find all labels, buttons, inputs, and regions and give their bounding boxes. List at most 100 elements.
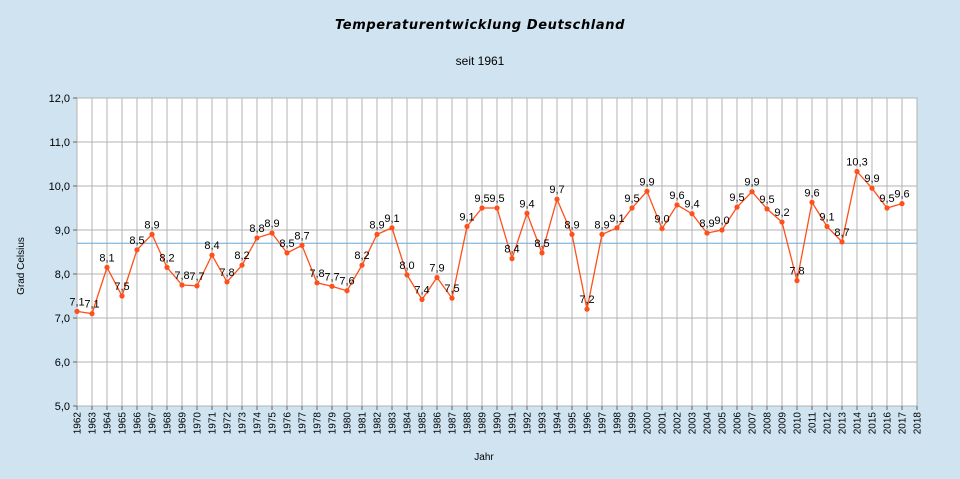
x-tick-label: 1987 bbox=[448, 412, 459, 435]
data-label: 9,5 bbox=[474, 193, 489, 205]
x-tick-label: 1972 bbox=[223, 412, 234, 435]
data-point bbox=[419, 296, 425, 303]
data-label: 9,5 bbox=[879, 193, 894, 205]
data-label: 10,3 bbox=[846, 156, 867, 168]
data-label: 9,0 bbox=[654, 214, 669, 226]
data-label: 8,5 bbox=[129, 235, 144, 247]
y-axis-title: Grad Celsius bbox=[16, 237, 27, 295]
data-point bbox=[899, 201, 905, 207]
x-axis: 1962 1963 1964 1965 1966 1967 1968 1969 1970 1971… bbox=[73, 406, 924, 434]
data-label: 7,8 bbox=[309, 268, 324, 280]
data-point bbox=[494, 205, 500, 211]
data-point bbox=[734, 204, 740, 210]
data-label: 7,1 bbox=[69, 296, 84, 308]
data-point bbox=[374, 231, 380, 237]
data-label: 8,2 bbox=[354, 250, 369, 262]
data-label: 7,4 bbox=[414, 285, 429, 297]
data-point bbox=[89, 311, 95, 317]
chart-subtitle: seit 1961 bbox=[455, 54, 505, 68]
x-tick-label: 1993 bbox=[538, 412, 549, 435]
x-tick-label: 1986 bbox=[433, 412, 444, 435]
data-label: 8,7 bbox=[834, 227, 849, 239]
x-tick-label: 1982 bbox=[373, 412, 384, 435]
data-label: 7,5 bbox=[444, 283, 459, 295]
x-tick-label: 1974 bbox=[253, 412, 264, 435]
data-point bbox=[704, 230, 710, 236]
data-point bbox=[524, 210, 530, 216]
data-point bbox=[359, 262, 365, 268]
x-tick-label: 2008 bbox=[763, 412, 774, 435]
data-point bbox=[404, 272, 410, 278]
data-point bbox=[749, 189, 755, 195]
x-tick-label: 1978 bbox=[313, 412, 324, 435]
data-point bbox=[779, 219, 785, 225]
data-label: 9,5 bbox=[729, 192, 744, 204]
data-point bbox=[644, 188, 650, 194]
data-label: 9,4 bbox=[519, 198, 534, 210]
data-point bbox=[764, 206, 770, 212]
data-label: 8,4 bbox=[204, 240, 219, 252]
data-point bbox=[344, 288, 350, 294]
x-tick-label: 1984 bbox=[403, 412, 414, 435]
data-label: 9,9 bbox=[639, 176, 654, 188]
x-tick-label: 2006 bbox=[733, 412, 744, 435]
data-label: 9,2 bbox=[774, 207, 789, 219]
data-points bbox=[74, 168, 905, 317]
data-point bbox=[209, 252, 215, 258]
y-tick-label: 12,0 bbox=[49, 93, 70, 105]
data-point bbox=[164, 264, 170, 270]
data-point bbox=[719, 227, 725, 233]
x-tick-label: 2010 bbox=[793, 412, 804, 435]
y-tick-label: 5,0 bbox=[55, 401, 70, 413]
x-tick-label: 1976 bbox=[283, 412, 294, 435]
data-point bbox=[614, 225, 620, 231]
x-tick-label: 2007 bbox=[748, 412, 759, 435]
data-label: 9,6 bbox=[804, 187, 819, 199]
data-point bbox=[809, 199, 815, 205]
data-label: 8,2 bbox=[234, 250, 249, 262]
x-tick-label: 1996 bbox=[583, 412, 594, 435]
data-point bbox=[74, 308, 80, 314]
x-tick-label: 1983 bbox=[388, 412, 399, 435]
data-label: 8,2 bbox=[159, 252, 174, 264]
data-label: 9,4 bbox=[684, 199, 699, 211]
data-label: 8,1 bbox=[99, 252, 114, 264]
data-label: 8,9 bbox=[264, 218, 279, 230]
data-label: 9,5 bbox=[489, 193, 504, 205]
y-tick-label: 11,0 bbox=[49, 137, 70, 149]
data-label: 9,7 bbox=[549, 184, 564, 196]
data-label: 7,6 bbox=[339, 276, 354, 288]
data-point bbox=[539, 250, 545, 256]
x-tick-label: 1975 bbox=[268, 412, 279, 435]
x-tick-label: 1966 bbox=[133, 412, 144, 435]
data-point bbox=[284, 250, 290, 256]
x-tick-label: 2015 bbox=[868, 412, 879, 435]
data-point bbox=[389, 225, 395, 231]
data-point bbox=[119, 293, 125, 299]
data-point bbox=[509, 256, 515, 262]
x-tick-label: 1997 bbox=[598, 412, 609, 435]
data-label: 8,5 bbox=[279, 238, 294, 250]
x-tick-label: 1981 bbox=[358, 412, 369, 435]
data-point bbox=[449, 295, 455, 301]
x-axis-title: Jahr bbox=[474, 452, 494, 463]
x-tick-label: 2016 bbox=[883, 412, 894, 435]
data-point bbox=[269, 230, 275, 236]
data-point bbox=[179, 282, 185, 288]
data-point bbox=[299, 242, 305, 248]
x-tick-label: 1971 bbox=[208, 412, 219, 435]
data-label: 9,5 bbox=[759, 194, 774, 206]
x-tick-label: 1965 bbox=[118, 412, 129, 435]
x-tick-label: 2018 bbox=[913, 412, 924, 435]
data-labels: 7,1 7,18,17,58,58,98,27,8 7,78,47,88,28,8 8… bbox=[69, 156, 909, 310]
x-tick-label: 1980 bbox=[343, 412, 354, 435]
data-label: 7,8 bbox=[219, 267, 234, 279]
x-tick-label: 2003 bbox=[688, 412, 699, 435]
x-tick-label: 2000 bbox=[643, 412, 654, 435]
data-label: 7,9 bbox=[429, 263, 444, 275]
x-tick-label: 1988 bbox=[463, 412, 474, 435]
data-point bbox=[134, 247, 140, 253]
data-label: 8,7 bbox=[294, 230, 309, 242]
x-tick-label: 2014 bbox=[853, 412, 864, 435]
y-tick-label: 7,0 bbox=[55, 313, 70, 325]
